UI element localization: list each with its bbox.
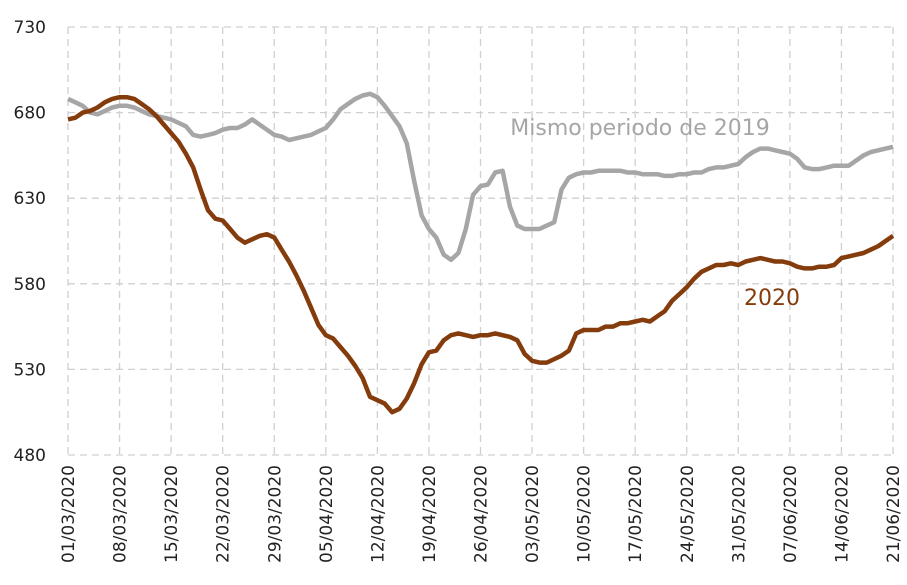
- x-tick-label: 12/04/2020: [368, 465, 388, 563]
- x-tick-label: 22/03/2020: [214, 465, 234, 563]
- x-tick-label: 03/05/2020: [523, 465, 543, 563]
- y-tick-label: 530: [14, 360, 46, 380]
- x-tick-label: 05/04/2020: [317, 465, 337, 563]
- line-series: [67, 94, 895, 415]
- y-tick-label: 730: [14, 18, 46, 38]
- series-label: 2020: [744, 286, 800, 311]
- y-tick-label: 630: [14, 189, 46, 209]
- x-tick-label: 01/03/2020: [59, 465, 79, 563]
- x-tick-label: 10/05/2020: [575, 465, 595, 563]
- x-tick-label: 08/03/2020: [111, 465, 131, 563]
- x-tick-label: 31/05/2020: [729, 465, 749, 563]
- x-tick-label: 21/06/2020: [884, 465, 904, 563]
- x-tick-label: 14/06/2020: [832, 465, 852, 563]
- line-series: [67, 91, 894, 263]
- x-tick-label: 15/03/2020: [162, 465, 182, 563]
- series-label: Mismo periodo de 2019: [510, 116, 769, 141]
- x-tick-label: 26/04/2020: [472, 465, 492, 563]
- y-tick-label: 480: [14, 446, 46, 466]
- y-tick-label: 580: [14, 275, 46, 295]
- x-tick-label: 29/03/2020: [265, 465, 285, 563]
- x-tick-label: 24/05/2020: [678, 465, 698, 563]
- x-tick-label: 19/04/2020: [420, 465, 440, 563]
- x-tick-label: 07/06/2020: [781, 465, 801, 563]
- y-tick-label: 680: [14, 104, 46, 124]
- x-tick-label: 17/05/2020: [626, 465, 646, 563]
